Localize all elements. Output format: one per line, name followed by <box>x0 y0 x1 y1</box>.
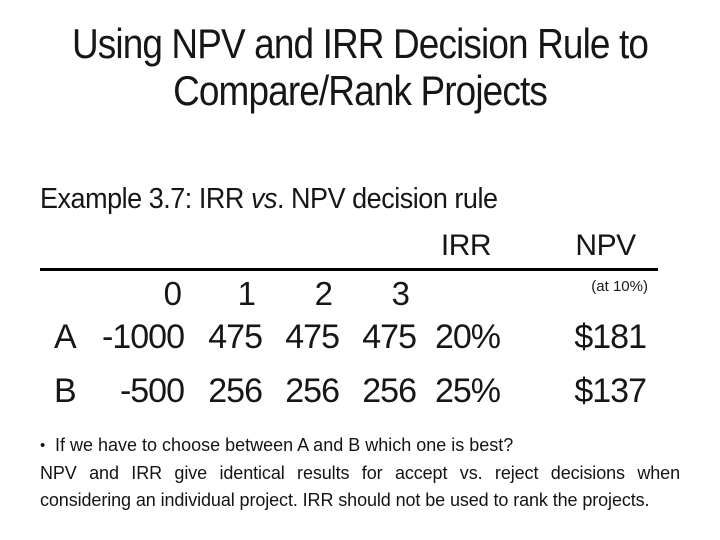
period-0: 0 <box>163 275 182 312</box>
npv-discount-rate-note: (at 10%) <box>591 278 648 295</box>
header-empty-label <box>40 263 78 268</box>
explanation-paragraph: NPV and IRR give identical results for a… <box>40 463 680 510</box>
row-a-irr: 20% <box>434 318 501 356</box>
row-b-cf0: -500 <box>119 372 185 410</box>
column-header-npv: NPV <box>575 229 636 262</box>
header-empty-2 <box>268 263 345 268</box>
header-empty-1 <box>190 263 268 268</box>
slide-title-line1: Using NPV and IRR Decision Rule to <box>71 20 649 67</box>
example-heading: Example 3.7: IRR vs. NPV decision rule <box>40 183 498 216</box>
table-row-project-b: B -500 256 256 256 25% $137 <box>40 359 658 413</box>
header-spacer <box>510 263 553 268</box>
period-spacer <box>510 313 553 315</box>
period-empty-irr <box>422 313 510 315</box>
period-empty-label <box>40 313 78 315</box>
header-empty-0 <box>78 263 190 268</box>
row-a-cf2: 475 <box>285 318 340 356</box>
row-b-spacer <box>510 411 553 413</box>
table-row-project-a: A -1000 475 475 475 20% $181 <box>40 315 658 359</box>
example-heading-italic-vs: vs <box>250 183 278 215</box>
header-empty-3 <box>345 263 422 268</box>
row-b-cf1: 256 <box>208 372 263 410</box>
table-header-row: IRR NPV <box>40 222 658 271</box>
example-heading-suffix: . NPV decision rule <box>276 183 498 215</box>
cashflow-table: IRR NPV 0 1 2 3 (at 10%) A -1000 475 475… <box>40 222 658 413</box>
period-2: 2 <box>314 275 333 312</box>
period-3: 3 <box>391 275 410 312</box>
slide-title: Using NPV and IRR Decision Rule to Compa… <box>43 20 677 114</box>
row-a-cf3: 475 <box>362 318 417 356</box>
row-b-irr: 25% <box>434 372 501 410</box>
example-heading-prefix: Example 3.7: IRR <box>40 183 251 215</box>
table-period-row: 0 1 2 3 (at 10%) <box>40 271 658 315</box>
row-b-cf2: 256 <box>285 372 340 410</box>
row-a-label: A <box>54 318 77 356</box>
bullet-question-line: • If we have to choose between A and B wh… <box>40 432 680 459</box>
row-b-npv: $137 <box>574 372 647 410</box>
bullet-icon: • <box>40 437 46 454</box>
row-a-cf1: 475 <box>208 318 263 356</box>
slide-title-line2: Compare/Rank Projects <box>173 67 548 114</box>
row-a-npv: $181 <box>574 318 647 356</box>
row-b-label: B <box>54 372 77 410</box>
row-a-cf0: -1000 <box>102 318 185 356</box>
column-header-irr: IRR <box>440 229 492 262</box>
period-1: 1 <box>237 275 256 312</box>
row-a-spacer <box>510 357 553 359</box>
row-b-cf3: 256 <box>362 372 417 410</box>
bullet-question-text: If we have to choose between A and B whi… <box>55 435 514 455</box>
footnotes: • If we have to choose between A and B wh… <box>40 432 680 514</box>
